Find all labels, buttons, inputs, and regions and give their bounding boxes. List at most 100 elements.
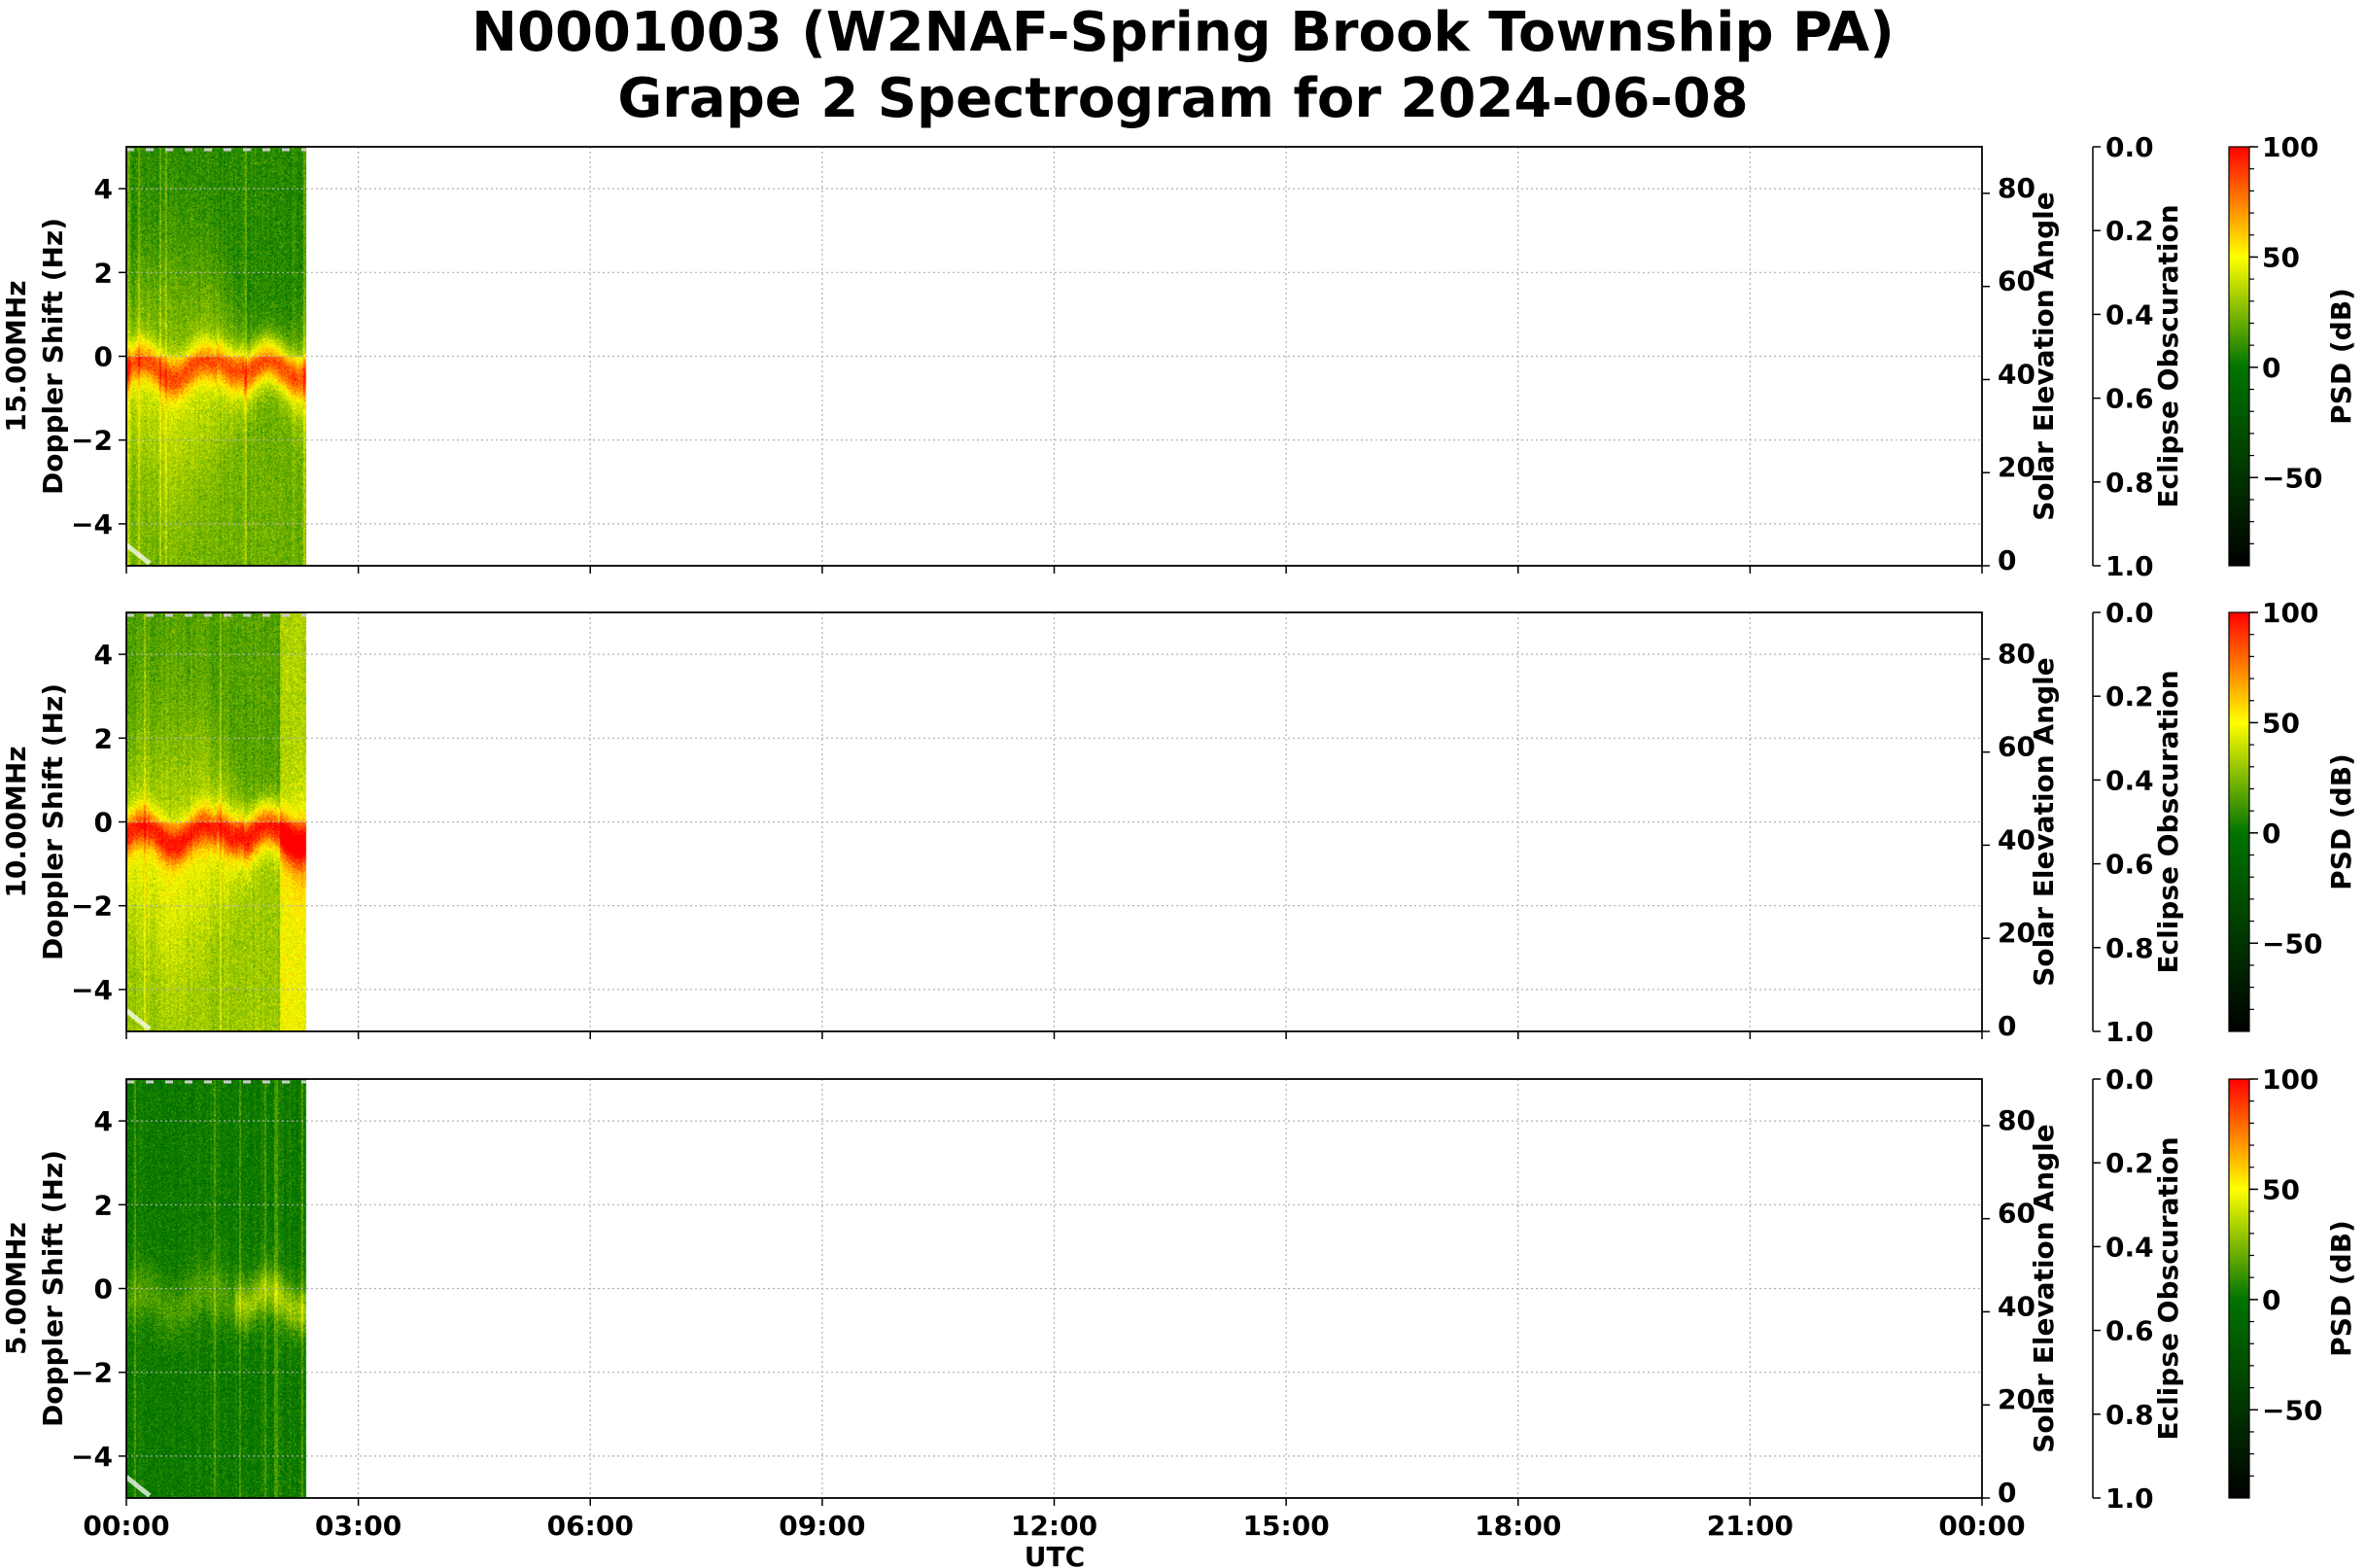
panel-10.00MHz [119, 611, 2258, 1039]
eclipse-tick-label: 1.0 [2105, 1016, 2154, 1048]
colorbar-tick-label: 0 [2262, 352, 2280, 384]
frequency-label: 10.00MHz [0, 746, 32, 897]
x-tick-label: 00:00 [83, 1510, 169, 1542]
elevation-axis-label: Solar Elevation Angle [2028, 657, 2060, 986]
solar-elevation-line [124, 542, 152, 566]
x-tick-label: 06:00 [547, 1510, 634, 1542]
elevation-tick-label: 20 [1998, 917, 2035, 949]
y-tick-label: 0 [94, 1273, 113, 1306]
colorbar-tick-label: −50 [2262, 462, 2322, 494]
y-axis-label: Doppler Shift (Hz) [37, 218, 69, 495]
y-tick-label: −4 [71, 1441, 113, 1473]
colorbar-tick-label: 0 [2262, 818, 2280, 850]
solar-elevation-line [124, 1008, 152, 1031]
eclipse-tick-label: 0.6 [2105, 1315, 2154, 1347]
y-tick-label: −2 [71, 1357, 113, 1389]
elevation-tick-label: 0 [1998, 1010, 2016, 1042]
y-tick-label: 2 [94, 257, 113, 289]
elevation-tick-label: 80 [1998, 172, 2035, 204]
eclipse-tick-label: 0.8 [2105, 932, 2154, 964]
elevation-tick-label: 60 [1998, 731, 2035, 763]
y-tick-label: −4 [71, 974, 113, 1006]
title-line-1: N0001003 (W2NAF-Spring Brook Township PA… [471, 1, 1895, 64]
y-tick-label: 2 [94, 722, 113, 754]
elevation-tick-label: 80 [1998, 1104, 2035, 1136]
eclipse-tick-label: 0.4 [2105, 1231, 2154, 1263]
elevation-tick-label: 20 [1998, 451, 2035, 483]
eclipse-tick-label: 0.4 [2105, 764, 2154, 796]
colorbar-tick-label: 0 [2262, 1284, 2280, 1316]
colorbar [2228, 146, 2250, 567]
x-axis-label: UTC [1025, 1541, 1085, 1568]
y-tick-label: −2 [71, 425, 113, 457]
x-tick-label: 00:00 [1938, 1510, 2025, 1542]
elevation-tick-label: 40 [1998, 823, 2035, 855]
y-tick-label: 4 [94, 639, 113, 671]
colorbar-tick-label: −50 [2262, 927, 2322, 959]
colorbar-tick-label: 100 [2262, 1063, 2318, 1096]
eclipse-tick-label: 0.0 [2105, 131, 2154, 163]
plot-frame [125, 146, 1983, 567]
eclipse-axis-label: Eclipse Obscuration [2152, 204, 2184, 507]
x-tick-label: 15:00 [1243, 1510, 1330, 1542]
colorbar-tick-label: 50 [2262, 241, 2300, 273]
panel-5.00MHz [119, 1078, 2258, 1506]
colorbar-label: PSD (dB) [2325, 1220, 2357, 1357]
eclipse-tick-label: 0.2 [2105, 1147, 2154, 1179]
y-tick-label: 4 [94, 173, 113, 205]
plot-frame [125, 1078, 1983, 1499]
elevation-tick-label: 60 [1998, 265, 2035, 297]
plot-frame [125, 611, 1983, 1032]
y-tick-label: 2 [94, 1189, 113, 1221]
elevation-tick-label: 60 [1998, 1198, 2035, 1230]
y-tick-label: −2 [71, 890, 113, 923]
y-tick-label: 4 [94, 1105, 113, 1137]
elevation-tick-label: 40 [1998, 1290, 2035, 1322]
y-axis-label: Doppler Shift (Hz) [37, 1150, 69, 1427]
x-tick-label: 12:00 [1011, 1510, 1097, 1542]
eclipse-axis-label: Eclipse Obscuration [2152, 670, 2184, 973]
eclipse-axis-label: Eclipse Obscuration [2152, 1136, 2184, 1440]
eclipse-tick-label: 0.0 [2105, 597, 2154, 629]
elevation-tick-label: 0 [1998, 544, 2016, 576]
eclipse-tick-label: 0.8 [2105, 467, 2154, 499]
elevation-tick-label: 0 [1998, 1477, 2016, 1509]
eclipse-tick-label: 0.6 [2105, 849, 2154, 881]
eclipse-tick-label: 1.0 [2105, 1482, 2154, 1515]
colorbar-tick-label: 100 [2262, 597, 2318, 629]
eclipse-tick-label: 0.2 [2105, 215, 2154, 247]
elevation-tick-label: 80 [1998, 638, 2035, 670]
frequency-label: 15.00MHz [0, 280, 32, 432]
eclipse-tick-label: 0.6 [2105, 383, 2154, 415]
elevation-axis-label: Solar Elevation Angle [2028, 1124, 2060, 1452]
eclipse-tick-label: 0.2 [2105, 680, 2154, 713]
title-line-2: Grape 2 Spectrogram for 2024-06-08 [617, 67, 1748, 130]
colorbar-tick-label: 50 [2262, 1173, 2300, 1205]
panel-15.00MHz [119, 146, 2258, 574]
y-axis-label: Doppler Shift (Hz) [37, 683, 69, 960]
colorbar-label: PSD (dB) [2325, 753, 2357, 890]
solar-elevation-line [124, 1475, 152, 1498]
elevation-tick-label: 20 [1998, 1383, 2035, 1415]
frequency-label: 5.00MHz [0, 1222, 32, 1355]
elevation-axis-label: Solar Elevation Angle [2028, 192, 2060, 520]
y-tick-label: −4 [71, 508, 113, 540]
x-tick-label: 21:00 [1707, 1510, 1793, 1542]
x-tick-label: 18:00 [1475, 1510, 1561, 1542]
eclipse-tick-label: 1.0 [2105, 550, 2154, 582]
eclipse-tick-label: 0.0 [2105, 1063, 2154, 1096]
colorbar [2228, 611, 2250, 1032]
x-tick-label: 03:00 [315, 1510, 401, 1542]
colorbar-tick-label: 100 [2262, 131, 2318, 163]
eclipse-tick-label: 0.4 [2105, 298, 2154, 331]
x-tick-label: 09:00 [779, 1510, 865, 1542]
y-tick-label: 0 [94, 341, 113, 373]
colorbar-tick-label: 50 [2262, 707, 2300, 739]
elevation-tick-label: 40 [1998, 358, 2035, 390]
colorbar-label: PSD (dB) [2325, 288, 2357, 425]
colorbar-tick-label: −50 [2262, 1394, 2322, 1426]
colorbar [2228, 1078, 2250, 1499]
y-tick-label: 0 [94, 807, 113, 839]
